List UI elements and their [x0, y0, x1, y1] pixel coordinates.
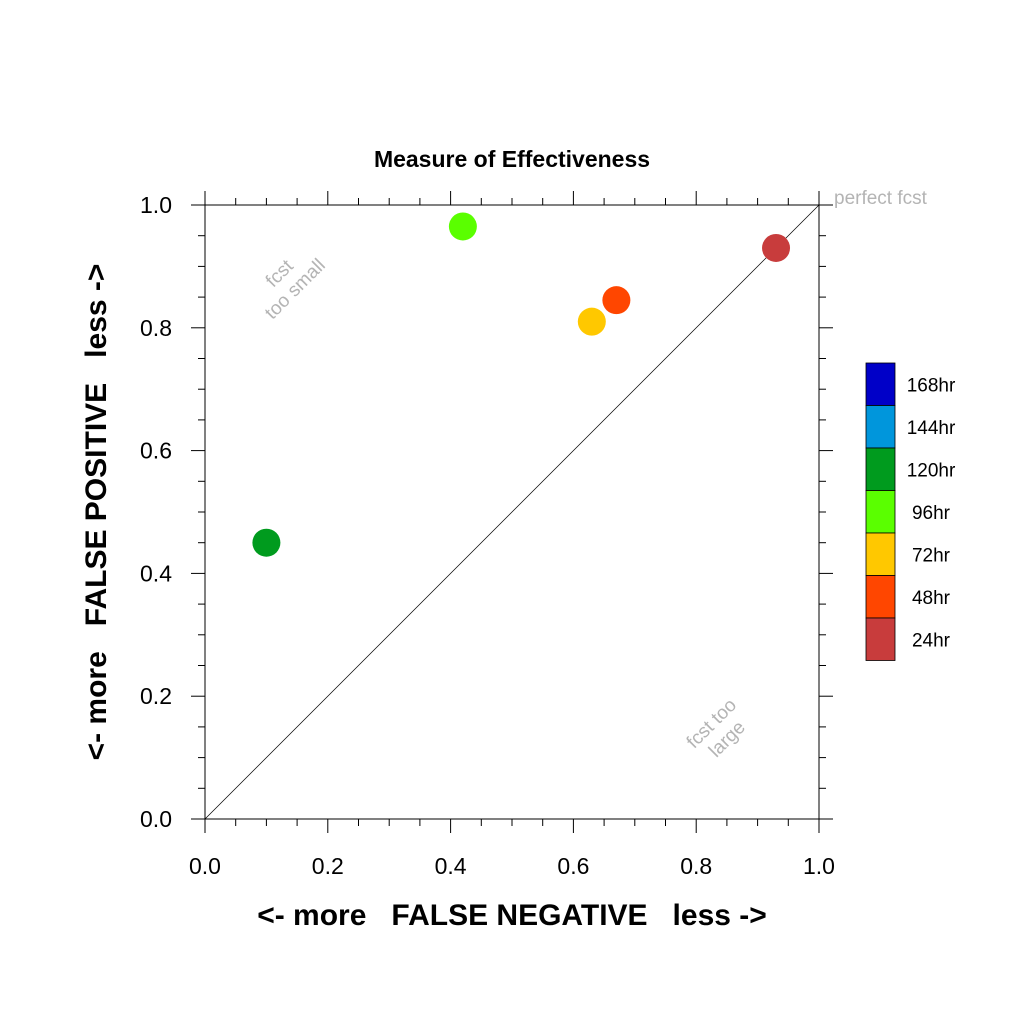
legend-label-72hr: 72hr: [912, 545, 951, 566]
y-tick-label: 0.0: [140, 806, 172, 832]
y-tick-label: 1.0: [140, 192, 172, 218]
legend: 168hr 144hr 120hr 96hr 72hr 48hr 24hr: [865, 362, 956, 661]
point-48hr: [602, 286, 631, 315]
y-axis-label: <- more FALSE POSITIVE less ->: [80, 264, 113, 761]
x-tick-label: 1.0: [803, 853, 835, 879]
legend-swatch-24hr: [865, 617, 896, 661]
y-tick-label: 0.6: [140, 438, 172, 464]
chart-title: Measure of Effectiveness: [374, 146, 650, 172]
x-axis-label: <- more FALSE NEGATIVE less ->: [257, 899, 767, 932]
point-120hr: [252, 528, 281, 557]
legend-label-96hr: 96hr: [912, 503, 951, 524]
y-tick-label: 0.8: [140, 315, 172, 341]
legend-swatch-48hr: [865, 575, 896, 619]
y-tick-labels: 0.0 0.2 0.4 0.6 0.8 1.0: [140, 192, 172, 832]
point-72hr: [577, 307, 606, 336]
legend-swatch-120hr: [865, 447, 896, 491]
x-tick-label: 0.4: [435, 853, 467, 879]
legend-label-144hr: 144hr: [907, 418, 956, 439]
y-tick-label: 0.2: [140, 683, 172, 709]
legend-label-120hr: 120hr: [907, 460, 956, 481]
diagonal-line: [204, 204, 820, 820]
data-points: [252, 212, 791, 557]
annotation-perfect-fcst: perfect fcst: [834, 188, 928, 209]
legend-label-24hr: 24hr: [912, 630, 951, 651]
annotation-small-line2: too small: [261, 255, 330, 324]
x-tick-label: 0.6: [557, 853, 589, 879]
legend-label-48hr: 48hr: [912, 588, 951, 609]
x-tick-label: 0.2: [312, 853, 344, 879]
point-96hr: [448, 212, 477, 241]
legend-swatch-144hr: [865, 405, 896, 449]
x-tick-labels: 0.0 0.2 0.4 0.6 0.8 1.0: [189, 853, 835, 879]
annotation-fcst-too-large: fcst too large: [683, 695, 750, 762]
x-tick-label: 0.0: [189, 853, 221, 879]
y-tick-label: 0.4: [140, 560, 172, 586]
legend-label-168hr: 168hr: [907, 375, 956, 396]
legend-swatch-72hr: [865, 532, 896, 576]
axis-ticks: [191, 191, 833, 833]
point-24hr: [762, 233, 791, 262]
x-tick-label: 0.8: [680, 853, 712, 879]
annotation-fcst-too-small: fcst too small: [261, 255, 330, 324]
legend-swatch-96hr: [865, 490, 896, 534]
legend-swatch-168hr: [865, 362, 896, 406]
